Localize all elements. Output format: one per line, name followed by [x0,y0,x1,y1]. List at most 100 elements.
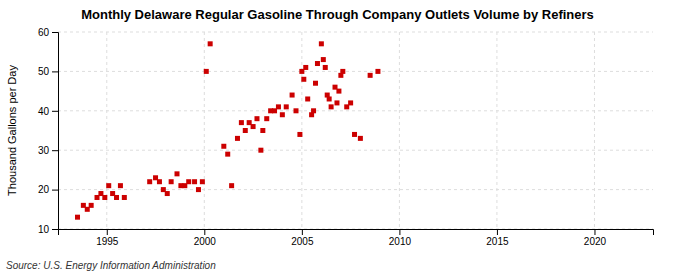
point [221,144,226,149]
x-grid-line [204,32,205,229]
point [229,183,234,188]
point [118,183,123,188]
point [358,136,363,141]
point [315,61,320,66]
x-tick: 2010 [389,229,412,247]
point [329,104,334,109]
x-tick-mark [399,229,400,235]
y-tick-mark [52,71,58,72]
point [303,65,308,70]
points [75,41,380,219]
y-axis: 10 20 30 40 50 60 [38,27,59,235]
point [106,183,111,188]
point [102,195,107,200]
y-tick: 20 [38,184,58,195]
y-tick-label: 40 [38,106,50,117]
point [284,104,289,109]
point [200,179,205,184]
x-tick: 2005 [291,229,314,247]
point [276,104,281,109]
point [165,191,170,196]
point [336,89,341,94]
y-tick-mark [52,150,58,151]
point [208,41,213,46]
source-note: Source: U.S. Energy Information Administ… [6,260,216,271]
x-tick: 1995 [96,229,119,247]
point [225,152,230,157]
y-grid-line [58,32,653,33]
chart: 1995 2000 2005 2010 2015 2020 10 20 30 40 50 60 Mont… [0,0,675,275]
x-tick-label: 2000 [194,236,217,247]
y-tick-label: 50 [38,66,50,77]
y-tick-label: 60 [38,27,50,38]
point [196,187,201,192]
x-tick-label: 1995 [96,236,119,247]
y-axis-line [52,33,59,230]
point [340,69,345,74]
y-tick: 50 [38,66,58,77]
point [294,108,299,113]
y-tick-mark [52,229,58,230]
y-grid-line [58,110,653,111]
point [321,57,326,62]
x-grid-line [399,32,400,229]
y-tick-label: 30 [38,145,50,156]
point [157,179,162,184]
y-axis-title: Thousand Gallons per Day [6,65,18,196]
point [334,100,339,105]
y-grid-line [58,189,653,190]
x-tick-mark [204,229,205,235]
x-axis: 1995 2000 2005 2010 2015 2020 [59,229,654,247]
x-tick-label: 2005 [291,236,314,247]
x-grid-line [301,32,302,229]
point [243,128,248,133]
point [114,195,119,200]
point [235,136,240,141]
point [313,81,318,86]
point [290,93,295,98]
grid [58,32,653,229]
point [323,65,328,70]
x-tick-label: 2020 [584,236,607,247]
point [301,77,306,82]
point [264,116,269,121]
y-tick: 60 [38,27,58,38]
point [192,179,197,184]
point [239,120,244,125]
point [204,69,209,74]
point [186,179,191,184]
x-tick: 2000 [194,229,217,247]
x-axis-line [59,230,654,236]
point [122,195,127,200]
point [319,41,324,46]
point [147,179,152,184]
point [75,215,80,220]
x-tick-mark [107,229,108,235]
y-tick-mark [52,111,58,112]
point [260,128,265,133]
point [327,96,332,101]
x-tick-mark [594,229,595,235]
x-tick-label: 2015 [486,236,509,247]
point [280,112,285,117]
x-tick: 2015 [486,229,509,247]
point [251,124,256,129]
y-grid-line [58,71,653,72]
x-grid-line [594,32,595,229]
y-tick: 10 [38,224,58,235]
point [89,203,94,208]
point [352,132,357,137]
point [175,171,180,176]
point [258,148,263,153]
x-tick: 2020 [584,229,607,247]
x-tick-mark [497,229,498,235]
y-grid-line [58,150,653,151]
x-grid-line [496,32,497,229]
y-tick: 30 [38,145,58,156]
title: Monthly Delaware Regular Gasoline Throug… [81,7,594,22]
point [169,179,174,184]
point [348,100,353,105]
x-tick-mark [302,229,303,235]
point [254,116,259,121]
point [375,69,380,74]
